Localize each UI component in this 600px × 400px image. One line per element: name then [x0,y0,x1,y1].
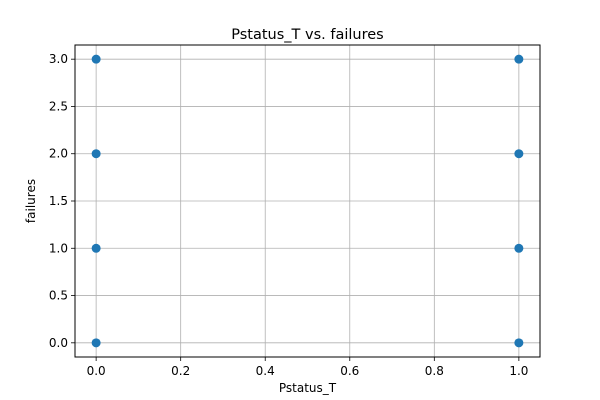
x-axis-label: Pstatus_T [279,381,337,395]
y-tick-label: 0.5 [49,289,68,303]
x-tick-label: 0.0 [87,364,106,378]
data-point [514,54,524,64]
x-tick-label: 0.6 [340,364,359,378]
data-point [91,243,101,253]
x-tick-label: 1.0 [509,364,528,378]
data-point [514,243,524,253]
y-tick-label: 3.0 [49,52,68,66]
y-axis-label: failures [24,179,38,223]
y-tick-label: 1.5 [49,194,68,208]
data-points [91,54,524,348]
data-point [514,149,524,159]
y-tick-label: 1.0 [49,241,68,255]
data-point [91,338,101,348]
y-tick-label: 2.5 [49,99,68,113]
y-tick-label: 2.0 [49,147,68,161]
data-point [91,149,101,159]
y-tick-label: 0.0 [49,336,68,350]
data-point [91,54,101,64]
chart-title: Pstatus_T vs. failures [231,27,383,43]
axis-ticks: 0.0 0.2 0.4 0.6 0.8 1.0 0.0 0.5 1.0 1.5 2.0 2.5 3.0 [49,52,529,378]
grid [75,45,540,357]
x-tick-label: 0.8 [425,364,444,378]
data-point [514,338,524,348]
x-tick-label: 0.4 [256,364,275,378]
x-tick-label: 0.2 [171,364,190,378]
